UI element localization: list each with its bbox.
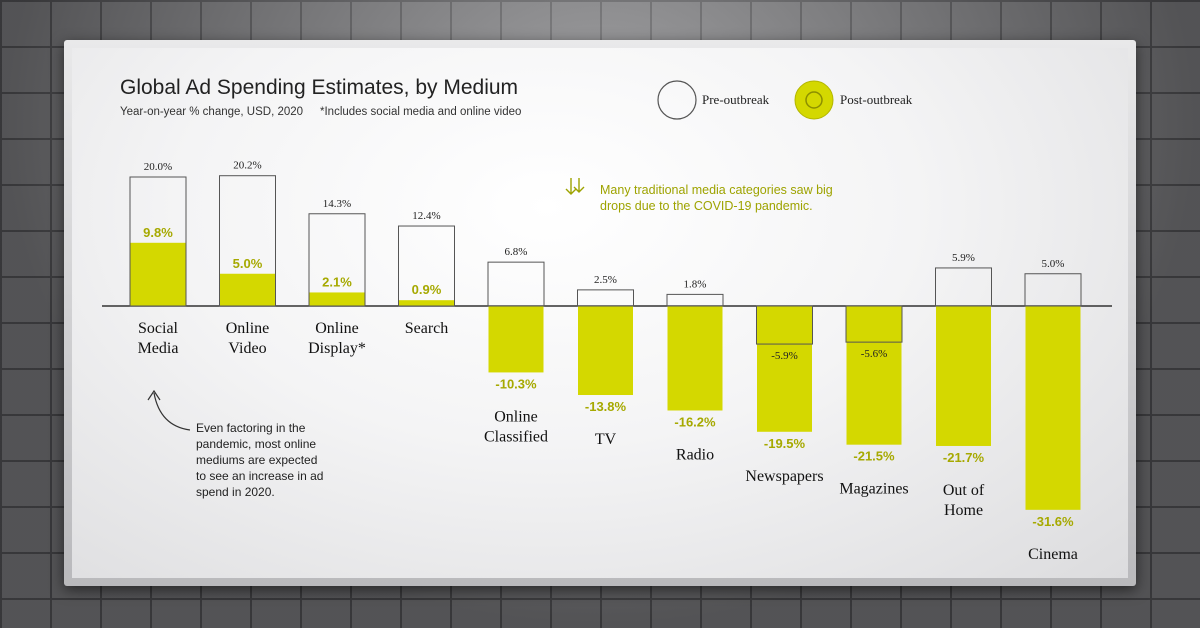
annotation-traditional-drop: Many traditional media categories saw bi… (600, 183, 833, 197)
post-outbreak-bar (667, 306, 723, 411)
post-outbreak-bar (130, 242, 186, 306)
chart-footnote: *Includes social media and online video (320, 106, 521, 118)
post-outbreak-value-label: -16.2% (674, 414, 716, 429)
pre-outbreak-value-label: 6.8% (505, 246, 528, 258)
curved-arrow-icon (153, 392, 191, 431)
pre-outbreak-value-label: 20.2% (233, 160, 261, 172)
pre-outbreak-bar (666, 293, 724, 307)
pre-outbreak-value-label: -5.9% (771, 350, 798, 362)
post-outbreak-bar (488, 306, 544, 373)
chart-subtitle: Year-on-year % change, USD, 2020 (120, 106, 303, 118)
post-outbreak-bar (399, 300, 454, 306)
category-label: Cinema (1028, 546, 1078, 563)
legend-post-swatch (794, 80, 834, 120)
legend-pre-swatch (657, 80, 697, 120)
category-label: Home (944, 502, 983, 519)
post-outbreak-value-label: 0.9% (412, 282, 442, 297)
pre-outbreak-value-label: -5.6% (861, 348, 888, 360)
pre-outbreak-bar (487, 261, 545, 307)
category-label: Classified (484, 428, 548, 445)
post-outbreak-bar (757, 306, 812, 432)
category-label: Radio (676, 446, 714, 463)
billboard: Global Ad Spending Estimates, by Medium Y… (72, 48, 1128, 578)
pre-outbreak-bar (756, 305, 813, 345)
pre-outbreak-bar (1024, 273, 1082, 307)
post-outbreak-value-label: 2.1% (322, 274, 352, 289)
category-label: Social (138, 320, 179, 337)
post-outbreak-bar (309, 292, 365, 306)
category-label: Media (138, 340, 179, 357)
pre-outbreak-value-label: 20.0% (144, 161, 172, 173)
annotation-online-increase: pandemic, most online (196, 437, 316, 451)
post-outbreak-bar (1025, 306, 1081, 510)
pre-outbreak-value-label: 14.3% (323, 198, 351, 210)
arrow-head-icon (147, 389, 161, 401)
pre-outbreak-value-label: 5.9% (952, 252, 975, 264)
category-label: Newspapers (745, 468, 823, 485)
post-outbreak-value-label: -21.7% (943, 450, 985, 465)
annotation-online-increase: mediums are expected (196, 453, 317, 467)
post-outbreak-value-label: -19.5% (764, 436, 806, 451)
pre-outbreak-bar (577, 289, 634, 307)
post-outbreak-value-label: 9.8% (143, 225, 173, 240)
pre-outbreak-value-label: 12.4% (412, 210, 440, 222)
annotation-online-increase: Even factoring in the (196, 421, 306, 435)
legend-pre-label: Pre-outbreak (702, 92, 770, 107)
legend-virus-icon (805, 91, 823, 109)
category-label: Online (226, 320, 270, 337)
category-label: Online (494, 408, 538, 425)
annotation-online-increase: to see an increase in ad (196, 469, 323, 483)
pre-outbreak-value-label: 5.0% (1042, 258, 1065, 270)
pre-outbreak-bar (308, 213, 366, 307)
pre-outbreak-bar (219, 175, 276, 307)
post-outbreak-bar (846, 306, 902, 445)
annotation-traditional-drop: drops due to the COVID-19 pandemic. (600, 199, 813, 213)
post-outbreak-bar (220, 273, 275, 306)
post-outbreak-value-label: 5.0% (233, 256, 263, 271)
post-outbreak-value-label: -10.3% (495, 376, 537, 391)
category-label: Out of (943, 482, 985, 499)
post-outbreak-value-label: -21.5% (853, 449, 895, 464)
pre-outbreak-value-label: 1.8% (684, 278, 707, 290)
post-outbreak-value-label: -13.8% (585, 399, 627, 414)
chart-title: Global Ad Spending Estimates, by Medium (120, 76, 518, 99)
legend-post-label: Post-outbreak (840, 92, 913, 107)
category-label: Magazines (839, 481, 908, 498)
pre-outbreak-value-label: 2.5% (594, 274, 617, 286)
pre-outbreak-bar (129, 176, 187, 307)
post-outbreak-bar (578, 306, 633, 396)
category-label: Video (228, 340, 266, 357)
pre-outbreak-bar (845, 305, 903, 343)
annotation-online-increase: spend in 2020. (196, 485, 275, 499)
category-label: TV (595, 431, 617, 448)
post-outbreak-bar (936, 306, 991, 446)
pre-outbreak-bar (935, 267, 992, 307)
down-arrows-icon (565, 178, 585, 195)
category-label: Search (405, 320, 449, 337)
post-outbreak-value-label: -31.6% (1032, 514, 1074, 529)
category-label: Display* (308, 340, 366, 357)
category-label: Online (315, 320, 359, 337)
chart: Global Ad Spending Estimates, by Medium Y… (102, 76, 1112, 563)
pre-outbreak-bar (398, 225, 455, 307)
